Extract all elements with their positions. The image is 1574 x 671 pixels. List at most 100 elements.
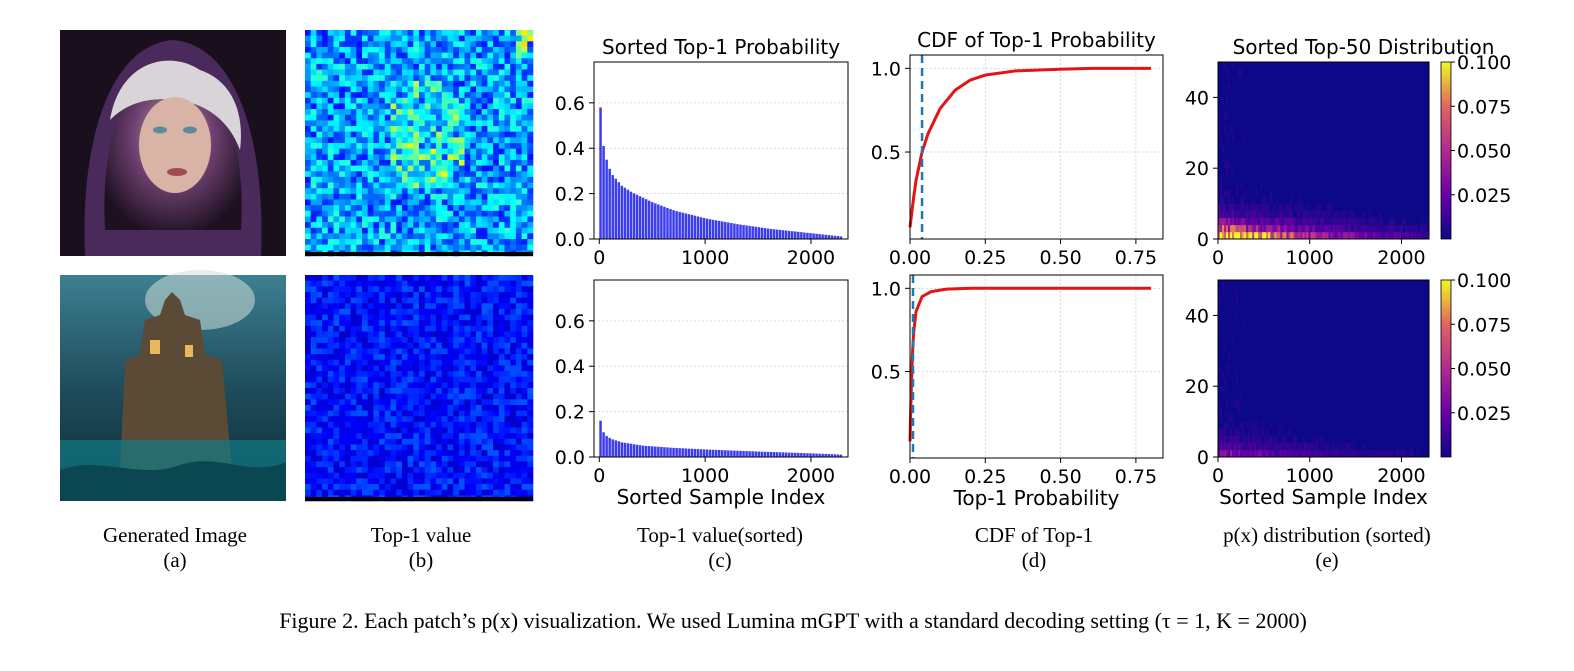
map-cell — [344, 325, 351, 332]
map-cell — [458, 303, 465, 310]
map-cell — [310, 103, 317, 110]
map-cell — [413, 176, 420, 183]
map-cell — [453, 354, 460, 361]
map-cell — [458, 427, 465, 434]
map-cell — [390, 227, 397, 234]
map-cell — [407, 421, 414, 428]
heatmap-cell — [1222, 428, 1225, 437]
map-cell — [396, 199, 403, 206]
map-cell — [504, 388, 511, 394]
map-cell — [453, 137, 460, 144]
map-cell — [322, 233, 329, 240]
map-cell — [510, 427, 517, 434]
heatmap-cell — [1240, 203, 1243, 211]
map-cell — [441, 404, 448, 411]
bar — [632, 193, 636, 239]
map-cell — [316, 461, 323, 468]
map-cell — [441, 382, 448, 389]
map-cell — [515, 114, 522, 121]
bar — [833, 235, 837, 239]
map-cell — [327, 297, 334, 304]
map-cell — [498, 291, 505, 298]
heatmap-cell — [1346, 231, 1349, 240]
map-cell — [430, 399, 437, 406]
map-cell — [362, 35, 368, 42]
map-cell — [476, 52, 482, 59]
map-cell — [419, 97, 425, 104]
map-cell — [453, 176, 460, 183]
map-cell — [396, 410, 403, 417]
x-tick-label: 1000 — [681, 247, 729, 269]
map-cell — [327, 41, 334, 48]
map-cell — [407, 416, 414, 423]
map-cell — [327, 280, 334, 287]
heatmap-cell — [1388, 217, 1392, 226]
map-cell — [464, 52, 471, 59]
map-cell — [498, 227, 505, 234]
map-cell — [470, 216, 477, 223]
map-cell — [430, 359, 437, 366]
map-cell — [447, 489, 454, 496]
map-cell — [413, 233, 420, 240]
x-tick-label: 0.25 — [964, 247, 1006, 269]
heatmap-cell — [1256, 210, 1259, 219]
map-cell — [413, 478, 420, 485]
heatmap-cell — [1404, 231, 1408, 240]
heatmap-cell — [1250, 224, 1253, 233]
heatmap-cell — [1384, 449, 1388, 458]
bar — [821, 234, 824, 239]
map-cell — [401, 297, 408, 304]
map-cell — [493, 348, 500, 355]
map-cell — [424, 114, 431, 121]
map-cell — [515, 148, 522, 155]
map-cell — [498, 92, 505, 99]
map-cell — [413, 291, 420, 298]
map-cell — [487, 484, 494, 490]
map-cell — [510, 233, 517, 240]
map-cell — [367, 159, 374, 166]
map-cell — [384, 286, 391, 293]
map-cell — [504, 433, 511, 440]
map-cell — [453, 472, 460, 479]
heatmap-cell — [1230, 414, 1233, 422]
heatmap-cell — [1252, 428, 1255, 437]
map-cell — [322, 365, 329, 372]
map-cell — [441, 92, 448, 99]
map-cell — [362, 109, 368, 116]
map-cell — [419, 171, 425, 178]
map-cell — [458, 148, 465, 155]
map-cell — [322, 35, 329, 42]
map-cell — [373, 484, 380, 490]
map-cell — [493, 416, 500, 423]
map-cell — [447, 297, 454, 304]
bar — [745, 451, 748, 457]
map-cell — [527, 444, 534, 451]
heatmap-cell — [1390, 224, 1394, 233]
map-cell — [493, 126, 500, 132]
map-cell — [424, 41, 431, 48]
map-cell — [327, 467, 334, 474]
map-cell — [344, 421, 351, 428]
map-cell — [407, 286, 414, 293]
map-cell — [322, 97, 329, 104]
map-cell — [401, 365, 408, 372]
map-cell — [470, 193, 477, 200]
map-cell — [498, 461, 505, 468]
map-cell — [510, 331, 517, 338]
map-cell — [350, 365, 357, 372]
map-cell — [350, 461, 357, 468]
heatmap-cell — [1386, 449, 1390, 458]
map-cell — [436, 308, 443, 315]
bar — [632, 444, 636, 457]
map-cell — [493, 354, 500, 361]
heatmap-cell — [1332, 442, 1335, 451]
map-cell — [316, 227, 323, 234]
map-cell — [504, 131, 511, 138]
map-cell — [333, 137, 340, 144]
map-cell — [470, 303, 477, 310]
map-cell — [487, 280, 494, 287]
map-cell — [476, 484, 482, 490]
map-cell — [527, 92, 534, 99]
map-cell — [481, 433, 488, 440]
map-cell — [362, 86, 368, 93]
